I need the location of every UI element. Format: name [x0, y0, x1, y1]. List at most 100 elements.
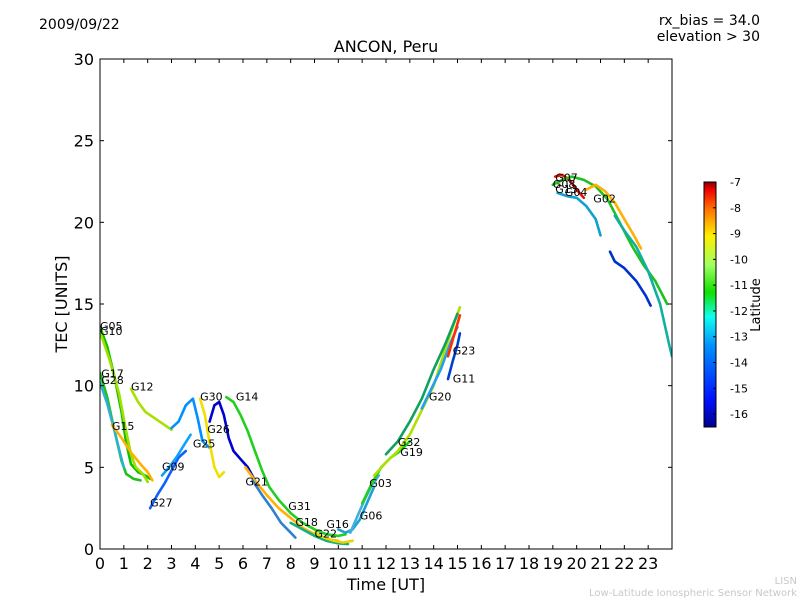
satellite-label-g22: G22: [315, 528, 338, 541]
x-tick-label: 10: [328, 554, 348, 573]
x-tick-label: 23: [638, 554, 658, 573]
series-line-g11: [446, 332, 462, 381]
series-line-g12: [129, 387, 173, 432]
satellite-label-g26: G26: [207, 423, 230, 436]
axes: 0 1 2 3 4 5 6 7 8 9 10 11 12 13 14 15 16 17 18 19 20 21 22 2305…: [74, 50, 672, 573]
x-tick-label: 20: [566, 554, 586, 573]
series-line-g16: [337, 485, 376, 534]
satellite-label-g15: G15: [112, 420, 135, 433]
satellite-label-g04: G04: [565, 186, 588, 199]
series-line-g24: [613, 214, 672, 358]
y-tick-label: 15: [74, 295, 94, 314]
y-tick-label: 5: [84, 458, 94, 477]
satellite-label-g31: G31: [288, 500, 311, 513]
satellite-label-g23: G23: [453, 345, 476, 358]
satellite-label-g05: G05: [100, 320, 123, 333]
satellite-label-g18: G18: [295, 516, 318, 529]
series-line-g02: [584, 183, 643, 250]
satellite-label-g02: G02: [593, 193, 616, 206]
x-tick-label: 9: [309, 554, 319, 573]
series-line-g04: [556, 191, 602, 237]
satellite-label-g25: G25: [193, 438, 216, 451]
x-tick-label: 16: [471, 554, 491, 573]
plot-area: [100, 59, 672, 549]
colorbar-tick-label: -15: [730, 382, 748, 395]
colorbar-tick-label: -13: [730, 331, 748, 344]
x-tick-label: 21: [590, 554, 610, 573]
satellite-label-g14: G14: [236, 390, 259, 403]
x-tick-label: 13: [400, 554, 420, 573]
y-tick-label: 25: [74, 132, 94, 151]
series-line-g18: [289, 521, 350, 546]
credit-short: LISN: [774, 576, 797, 587]
colorbar-tick-label: -14: [730, 357, 748, 370]
satellite-label-g20: G20: [429, 390, 452, 403]
colorbar-tick-label: -11: [730, 279, 748, 292]
colorbar-tick-label: -16: [730, 408, 748, 421]
colorbar: [703, 181, 717, 428]
series-layer: [100, 173, 672, 546]
series-line-g22: [313, 531, 354, 544]
x-tick-label: 1: [119, 554, 129, 573]
satellite-label-g08: G08: [553, 178, 576, 191]
satellite-label-g07: G07: [555, 172, 578, 185]
satellite-label-g10: G10: [100, 325, 123, 338]
plot-parameters: rx_bias = 34.0 elevation > 30: [657, 13, 760, 45]
x-tick-label: 17: [495, 554, 515, 573]
colorbar-tick-label: -8: [730, 202, 741, 215]
x-tick-label: 12: [376, 554, 396, 573]
x-tick-label: 15: [447, 554, 467, 573]
series-line-g14: [225, 395, 347, 538]
x-axis-label: Time [UT]: [346, 575, 425, 594]
satellite-label-g19: G19: [400, 446, 423, 459]
series-line-g26: [208, 400, 257, 482]
satellite-label-g17: G17: [101, 368, 124, 381]
y-tick-label: 30: [74, 50, 94, 69]
series-line-g09: [160, 433, 192, 477]
colorbar-tick-label: -12: [730, 305, 748, 318]
satellite-label-g12: G12: [131, 381, 154, 394]
elevation-label: elevation > 30: [656, 29, 760, 45]
satellite-label-g03: G03: [369, 477, 392, 490]
series-line-g13: [608, 250, 652, 307]
colorbar-label: Latitude: [749, 278, 764, 332]
date-label: 2009/09/22: [39, 17, 120, 33]
satellite-label-g27: G27: [150, 497, 173, 510]
colorbar-tick-label: -9: [730, 228, 741, 241]
satellite-label-g28: G28: [101, 374, 124, 387]
x-tick-label: 11: [352, 554, 372, 573]
series-line-g25: [170, 397, 211, 449]
y-tick-label: 10: [74, 377, 94, 396]
satellite-label-g32: G32: [398, 436, 421, 449]
x-tick-label: 0: [95, 554, 105, 573]
x-tick-label: 22: [614, 554, 634, 573]
y-axis-label: TEC [UNITS]: [52, 256, 71, 354]
x-tick-label: 5: [214, 554, 224, 573]
colorbar-ticks: -7 -8 -9 -10 -11 -12 -13 -14 -15 -16: [713, 176, 748, 421]
satellite-label-g16: G16: [326, 518, 349, 531]
y-tick-label: 0: [84, 540, 94, 559]
satellite-label-g09: G09: [162, 461, 185, 474]
series-line-g30: [198, 397, 226, 479]
satellite-label-g21: G21: [245, 475, 268, 488]
series-line-g15: [110, 423, 154, 482]
x-tick-label: 14: [423, 554, 443, 573]
x-tick-label: 7: [262, 554, 272, 573]
x-tick-label: 4: [190, 554, 200, 573]
satellite-label-g11: G11: [453, 372, 476, 385]
series-line-g27: [148, 449, 188, 510]
x-tick-label: 19: [543, 554, 563, 573]
colorbar-tick-label: -10: [730, 253, 748, 266]
y-tick-label: 20: [74, 213, 94, 232]
satellite-label-g06: G06: [360, 510, 383, 523]
x-tick-label: 18: [519, 554, 539, 573]
series-line-g31: [251, 479, 297, 539]
series-line-g23: [446, 314, 462, 358]
x-tick-label: 8: [286, 554, 296, 573]
colorbar-tick-label: -7: [730, 176, 741, 189]
series-line-g07: [553, 173, 586, 200]
x-tick-label: 2: [143, 554, 153, 573]
chart-title: ANCON, Peru: [333, 37, 439, 56]
